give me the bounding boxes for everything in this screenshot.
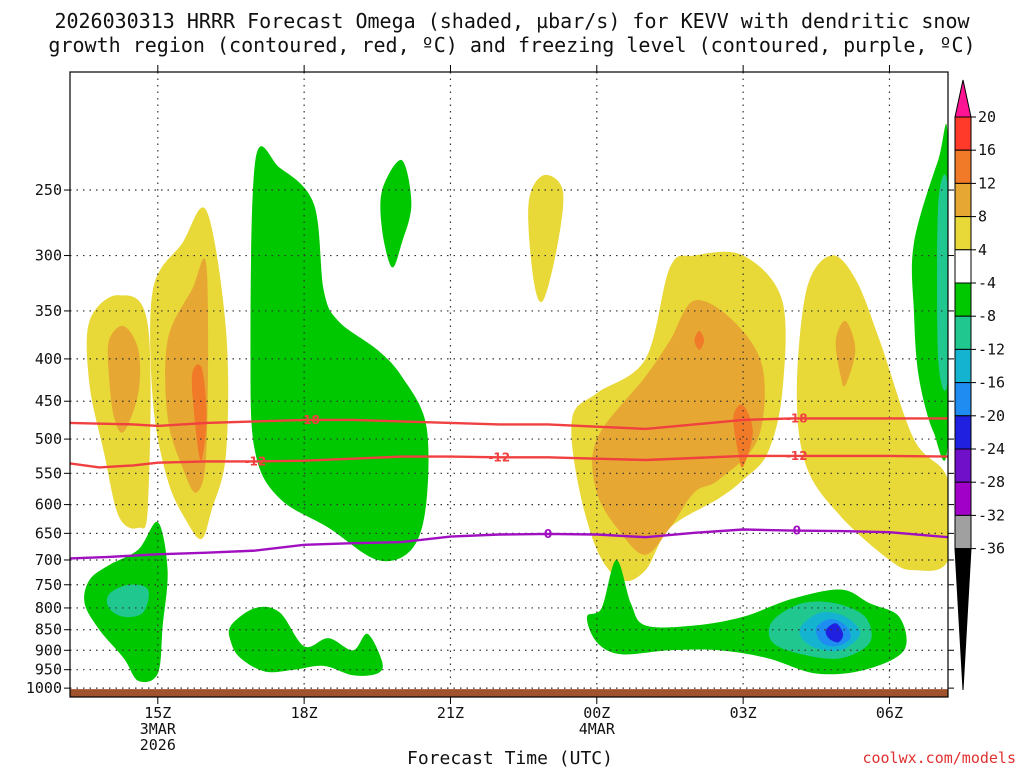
x-tick-label: 00Z — [583, 704, 610, 722]
contour-label: 0 — [793, 524, 801, 538]
x-tick-label: 18Z — [291, 704, 318, 722]
x-tick-label: 2026 — [140, 736, 176, 754]
contour--12 — [70, 454, 948, 469]
y-tick-label: 950 — [35, 661, 62, 679]
omega-region-updraft-yellow-right — [796, 255, 948, 571]
colorbar-box — [954, 448, 972, 483]
contour-0 — [70, 528, 948, 560]
x-axis-title: Forecast Time (UTC) — [407, 748, 613, 768]
x-tick-label: 15Z — [144, 704, 171, 722]
y-tick-label: 800 — [35, 599, 62, 617]
y-tick-label: 550 — [35, 464, 62, 482]
omega-region-updraft-orange-a — [107, 325, 141, 433]
contour-label: -18 — [298, 413, 320, 427]
plot-frame — [69, 71, 949, 698]
omega-region-downdraft-teal-low-a — [106, 584, 149, 618]
colorbar-label: -16 — [978, 374, 1005, 392]
omega-region-downdraft-green-low-b — [228, 606, 383, 676]
colorbar-label: -12 — [978, 340, 1005, 358]
contour-label: -12 — [786, 449, 808, 463]
omega-region-updraft-orange-right — [835, 320, 856, 387]
colorbar-label: 4 — [978, 241, 987, 259]
colorbar-box — [954, 382, 972, 417]
colorbar-box — [954, 216, 972, 251]
chart-title-line-1: 2026030313 HRRR Forecast Omega (shaded, … — [54, 9, 970, 33]
colorbar-label: 12 — [978, 174, 996, 192]
plot-area: -18 -18 -12 -12 -12 0 0 250 300 350 400 450 500 550 60… — [26, 65, 954, 754]
omega-region-updraft-yellow-top — [528, 174, 564, 303]
colorbar-label: -32 — [978, 506, 1005, 524]
colorbar-label: 16 — [978, 141, 996, 159]
x-tick-label: 4MAR — [579, 720, 616, 738]
y-tick-label: 350 — [35, 302, 62, 320]
colorbar-label: -4 — [978, 274, 996, 292]
contour-label: -12 — [245, 454, 267, 468]
x-tick-label: 03Z — [730, 704, 757, 722]
colorbar-label: 20 — [978, 108, 996, 126]
x-tick-label: 06Z — [876, 704, 903, 722]
plot-clip-group: -18 -18 -12 -12 -12 0 0 — [70, 72, 948, 697]
y-tick-label: 600 — [35, 496, 62, 514]
y-tick-label: 450 — [35, 392, 62, 410]
omega-region-downdraft-teal-right — [937, 174, 948, 391]
y-tick-label: 1000 — [26, 679, 62, 697]
y-tick-label: 750 — [35, 576, 62, 594]
colorbar-label: -20 — [978, 407, 1005, 425]
y-tick-label: 850 — [35, 621, 62, 639]
y-tick-label: 250 — [35, 181, 62, 199]
colorbar-label: -24 — [978, 440, 1005, 458]
colorbar-box — [954, 116, 972, 151]
colorbar-box — [954, 149, 972, 184]
y-tick-label: 400 — [35, 350, 62, 368]
omega-region-updraft-red-b — [191, 364, 207, 461]
y-tick-label: 700 — [35, 551, 62, 569]
colorbar-box — [954, 249, 972, 284]
colorbar-box — [954, 348, 972, 384]
colorbar: 20 16 12 8 4 -4 -8 -12 -16 -20 -24 -28 -32 -36 — [954, 79, 1005, 691]
y-tick-label: 900 — [35, 641, 62, 659]
colorbar-top-arrow — [954, 79, 972, 118]
colorbar-box — [954, 282, 972, 317]
colorbar-label: -36 — [978, 540, 1005, 558]
colorbar-box — [954, 315, 972, 350]
contour-label: -12 — [488, 450, 510, 464]
omega-region-downdraft-green-top — [380, 159, 412, 268]
colorbar-box — [954, 481, 972, 516]
colorbar-label: 8 — [978, 208, 987, 226]
contour--18 — [70, 417, 948, 431]
colorbar-box — [954, 514, 972, 550]
contour-label: -18 — [786, 411, 808, 425]
omega-region-updraft-red-big-a — [694, 330, 705, 350]
credit-link[interactable]: coolwx.com/models — [862, 749, 1016, 767]
x-tick-label: 21Z — [437, 704, 464, 722]
x-tick-label: 3MAR — [140, 720, 177, 738]
ground-layer — [70, 689, 948, 697]
colorbar-box — [954, 182, 972, 218]
contour-label: 0 — [544, 527, 552, 541]
y-tick-label: 300 — [35, 247, 62, 265]
colorbar-box — [954, 415, 972, 450]
chart-title-line-2: growth region (contoured, red, ºC) and f… — [48, 33, 975, 57]
colorbar-label: -8 — [978, 307, 996, 325]
y-tick-label: 500 — [35, 430, 62, 448]
y-tick-label: 650 — [35, 524, 62, 542]
omega-region-downdraft-darkblue-low-c — [825, 623, 844, 643]
colorbar-bottom-arrow — [954, 548, 972, 691]
omega-region-updraft-orange-big — [592, 299, 765, 555]
colorbar-label: -28 — [978, 473, 1005, 491]
